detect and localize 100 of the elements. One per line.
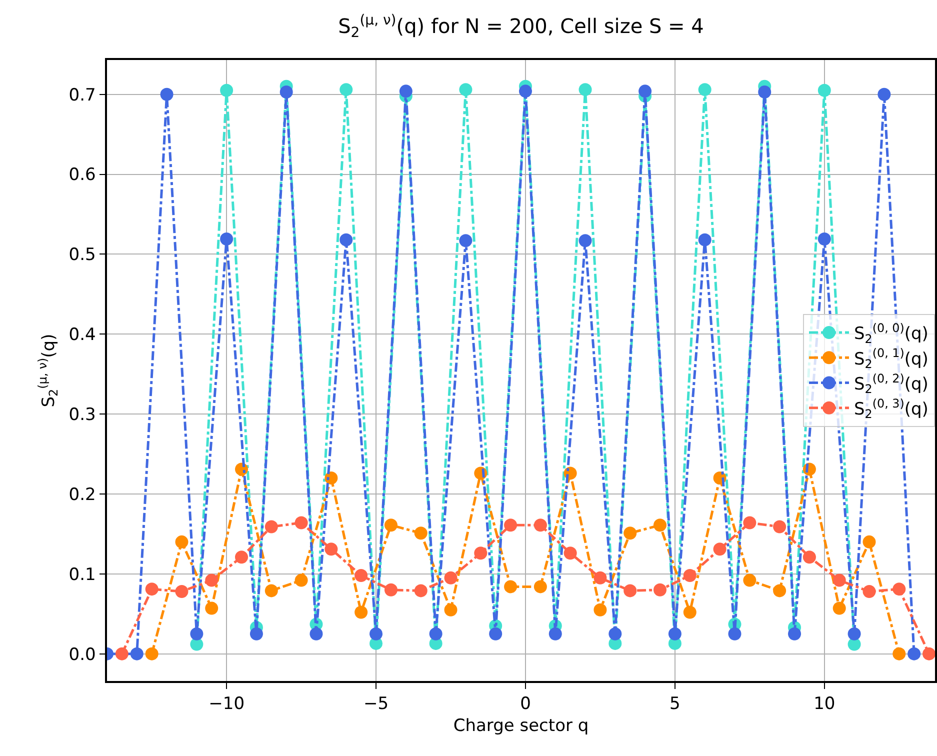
point <box>668 627 682 640</box>
point <box>862 584 876 598</box>
y-tick-label: 0.0 <box>68 644 96 665</box>
point <box>743 516 756 530</box>
point <box>862 535 876 548</box>
x-tick-label: −10 <box>208 694 245 714</box>
y-tick-label: 0.1 <box>68 564 96 585</box>
point <box>818 232 831 246</box>
legend-label: S$_{2}$$^{(0, 2)}$(q) <box>854 371 928 396</box>
point <box>354 569 368 582</box>
point <box>683 606 696 619</box>
point <box>683 569 696 582</box>
point <box>489 627 502 640</box>
point <box>832 602 846 615</box>
y-tick-label: 0.6 <box>68 165 96 186</box>
point <box>848 627 861 640</box>
point <box>414 526 428 540</box>
point <box>205 574 218 587</box>
y-tick-label: 0.5 <box>68 245 96 266</box>
legend-label: S$_{2}$$^{(0, 3)}$(q) <box>854 396 928 422</box>
point <box>264 584 278 598</box>
point <box>758 85 772 98</box>
point <box>878 88 891 101</box>
point <box>444 603 458 616</box>
point <box>370 627 383 640</box>
legend-label: S$_{2}$$^{(0, 1)}$(q) <box>854 346 928 371</box>
point <box>832 574 846 587</box>
y-tick-label: 0.3 <box>68 405 96 426</box>
point <box>743 574 756 587</box>
point <box>638 84 652 98</box>
point <box>594 571 607 584</box>
point <box>474 546 488 560</box>
point <box>654 583 666 596</box>
point <box>564 546 577 560</box>
point <box>399 84 412 98</box>
point <box>444 571 458 584</box>
point <box>698 233 712 246</box>
point <box>294 574 308 587</box>
point <box>578 234 592 248</box>
point <box>264 520 278 534</box>
point <box>414 584 428 598</box>
point <box>922 647 935 660</box>
point <box>235 550 248 564</box>
point <box>892 582 906 596</box>
point <box>384 518 398 532</box>
point <box>534 518 547 532</box>
point <box>594 603 607 616</box>
point <box>504 518 518 532</box>
point <box>175 584 188 598</box>
point <box>624 526 637 540</box>
chart-title: S$_{2}$$^{(μ, ν)}$(q) for N = 200, Cell size S = 4 <box>338 12 704 42</box>
point <box>310 627 323 640</box>
point <box>459 234 472 248</box>
y-tick-label: 0.7 <box>68 85 96 106</box>
point <box>354 606 368 619</box>
point <box>802 550 816 564</box>
point <box>788 627 802 640</box>
point <box>205 602 218 615</box>
point <box>160 88 174 101</box>
legend-label: S$_{2}$$^{(0, 0)}$(q) <box>854 321 928 346</box>
point <box>654 518 666 532</box>
point <box>190 627 204 640</box>
point <box>145 582 158 596</box>
point <box>175 535 188 548</box>
y-tick-label: 0.4 <box>68 325 96 346</box>
point <box>608 627 622 640</box>
point <box>728 627 742 640</box>
point <box>145 647 158 660</box>
point <box>280 85 293 98</box>
y-tick-label: 0.2 <box>68 484 96 505</box>
point <box>818 84 831 97</box>
point <box>534 580 547 594</box>
point <box>892 647 906 660</box>
point <box>908 647 921 660</box>
point <box>624 584 637 598</box>
point <box>324 542 338 556</box>
point <box>429 627 442 640</box>
point <box>773 584 786 598</box>
point <box>294 516 308 530</box>
point <box>459 83 472 96</box>
point <box>578 83 592 96</box>
point <box>773 520 786 534</box>
point <box>713 542 726 556</box>
point <box>384 583 398 596</box>
point <box>115 647 128 660</box>
point <box>220 84 234 97</box>
x-tick-label: −5 <box>364 694 389 714</box>
x-tick-label: 5 <box>670 694 680 714</box>
x-tick-label: 0 <box>520 694 531 714</box>
point <box>548 627 562 640</box>
x-axis-title: Charge sector q <box>453 716 589 736</box>
point <box>220 232 234 246</box>
point <box>250 627 263 640</box>
point <box>698 83 712 96</box>
point <box>518 84 532 98</box>
point <box>340 83 353 96</box>
point <box>340 233 353 246</box>
x-tick-label: 10 <box>814 694 836 714</box>
point <box>504 580 518 594</box>
point <box>130 647 144 660</box>
